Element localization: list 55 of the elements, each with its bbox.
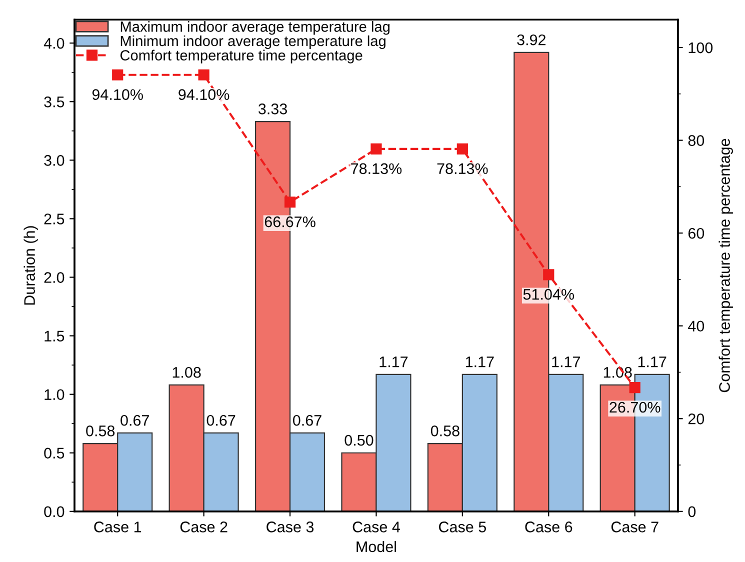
y-tick-label: 0.0 (44, 506, 64, 518)
point (112, 69, 124, 80)
y2-axis-title: Comfort temperature time percentage (718, 138, 733, 392)
y-tick-label: 2.0 (44, 272, 64, 283)
data-label: 94.10% (178, 89, 230, 100)
x-tick-label: Case 3 (266, 522, 314, 532)
y-tick-label: 4.0 (44, 38, 64, 49)
data-label: 51.04% (523, 288, 574, 300)
data-label: 1.17 (380, 356, 408, 368)
x-tick-label: Case 6 (525, 522, 572, 532)
data-label: 3.92 (517, 34, 546, 46)
data-label: 0.58 (86, 426, 115, 436)
y-tick-label: 0.5 (44, 448, 64, 459)
point (543, 269, 554, 280)
y-axis-title: Duration (h) (24, 226, 38, 305)
point (198, 69, 210, 80)
point (370, 143, 382, 155)
y2-tick-label: 0 (688, 506, 696, 518)
point (456, 143, 468, 155)
data-label: 66.67% (264, 216, 316, 228)
y-tick-label: 2.5 (44, 214, 64, 224)
data-label: 1.08 (172, 366, 201, 378)
y-tick-label: 3.0 (44, 155, 64, 166)
data-label: 1.17 (638, 356, 666, 368)
data-label: 3.33 (258, 104, 287, 114)
data-label: 1.17 (552, 356, 580, 368)
legend-label: Comfort temperature time percentage (120, 50, 362, 64)
x-axis-title: Model (356, 540, 396, 552)
x-tick-label: Case 1 (94, 522, 142, 532)
data-label: 0.67 (206, 414, 236, 426)
data-label: 0.50 (344, 434, 374, 446)
x-tick-label: Case 4 (352, 522, 400, 532)
y2-tick-label: 100 (688, 42, 713, 54)
y2-tick-label: 80 (688, 135, 704, 146)
y2-tick-label: 60 (688, 228, 704, 239)
y2-tick-label: 40 (688, 320, 704, 332)
data-label: 26.70% (610, 402, 660, 413)
y-tick-label: 3.5 (44, 96, 64, 108)
data-label: 0.58 (430, 426, 460, 436)
data-label: 0.67 (120, 414, 149, 426)
legend-label: Minimum indoor average temperature lag (120, 35, 386, 50)
data-label: 0.67 (292, 414, 322, 426)
data-label: 78.13% (437, 163, 488, 174)
y-tick-label: 1.5 (44, 330, 64, 342)
data-label: 94.10% (92, 89, 143, 100)
x-tick-label: Case 7 (611, 522, 658, 532)
data-label: 1.17 (466, 356, 494, 368)
data-label: 78.13% (351, 163, 402, 174)
point (284, 196, 296, 208)
x-tick-label: Case 2 (180, 522, 228, 532)
legend-label: Maximum indoor average temperature lag (120, 21, 390, 35)
y2-tick-label: 20 (688, 414, 704, 424)
y-tick-label: 1.0 (44, 389, 64, 400)
x-tick-label: Case 5 (439, 522, 486, 532)
point (629, 382, 640, 394)
